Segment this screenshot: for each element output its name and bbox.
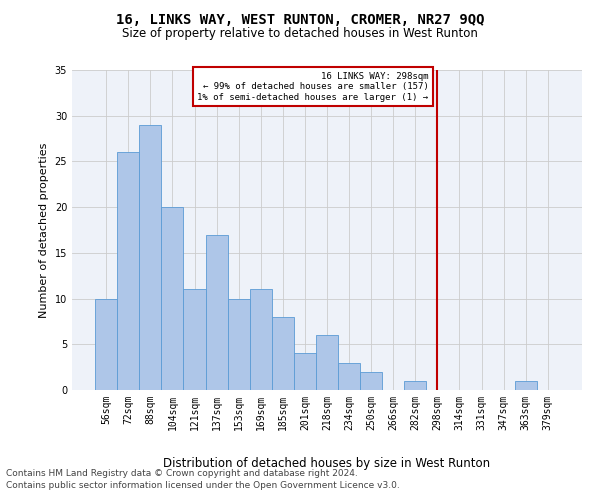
Text: Distribution of detached houses by size in West Runton: Distribution of detached houses by size … [163,458,491,470]
Bar [139,125,161,390]
Bar [95,298,117,390]
Text: Size of property relative to detached houses in West Runton: Size of property relative to detached ho… [122,28,478,40]
Text: Contains HM Land Registry data © Crown copyright and database right 2024.: Contains HM Land Registry data © Crown c… [6,468,358,477]
Text: 16 LINKS WAY: 298sqm
← 99% of detached houses are smaller (157)
1% of semi-detac: 16 LINKS WAY: 298sqm ← 99% of detached h… [197,72,428,102]
Bar [294,354,316,390]
Bar [117,152,139,390]
Bar [250,290,272,390]
Bar [227,298,250,390]
Bar [515,381,537,390]
Bar [316,335,338,390]
Y-axis label: Number of detached properties: Number of detached properties [39,142,49,318]
Bar [184,290,206,390]
Bar [161,207,184,390]
Bar [404,381,427,390]
Bar [360,372,382,390]
Bar [338,362,360,390]
Bar [206,234,227,390]
Text: Contains public sector information licensed under the Open Government Licence v3: Contains public sector information licen… [6,481,400,490]
Text: 16, LINKS WAY, WEST RUNTON, CROMER, NR27 9QQ: 16, LINKS WAY, WEST RUNTON, CROMER, NR27… [116,12,484,26]
Bar [272,317,294,390]
